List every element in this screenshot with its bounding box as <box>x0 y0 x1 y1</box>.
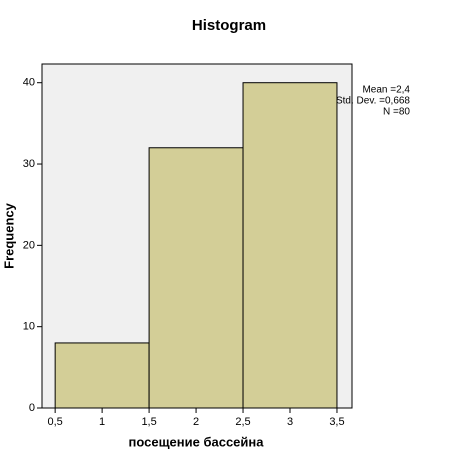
x-tick-label: 2 <box>193 416 199 428</box>
x-tick-label: 3,5 <box>329 416 344 428</box>
y-tick-label: 0 <box>29 402 35 414</box>
y-tick-label: 10 <box>23 321 35 333</box>
y-axis-label: Frequency <box>1 202 16 269</box>
annotation: Std. Dev. =0,668 <box>336 96 410 107</box>
y-tick-label: 30 <box>23 158 35 170</box>
bar <box>148 147 244 409</box>
x-tick-label: 1,5 <box>141 416 156 428</box>
bar <box>242 82 338 409</box>
x-tick-label: 2,5 <box>235 416 250 428</box>
y-tick-label: 40 <box>23 77 35 89</box>
x-tick-label: 0,5 <box>48 416 63 428</box>
annotation: Mean =2,4 <box>362 85 410 96</box>
y-tick-label: 20 <box>23 239 35 251</box>
x-tick-label: 3 <box>287 416 293 428</box>
x-tick-label: 1 <box>99 416 105 428</box>
bar <box>54 342 150 409</box>
annotation: N =80 <box>383 107 410 118</box>
chart-title: Histogram <box>192 17 266 34</box>
plot-frame <box>41 63 353 409</box>
x-axis-label: посещение бассейна <box>129 434 265 449</box>
